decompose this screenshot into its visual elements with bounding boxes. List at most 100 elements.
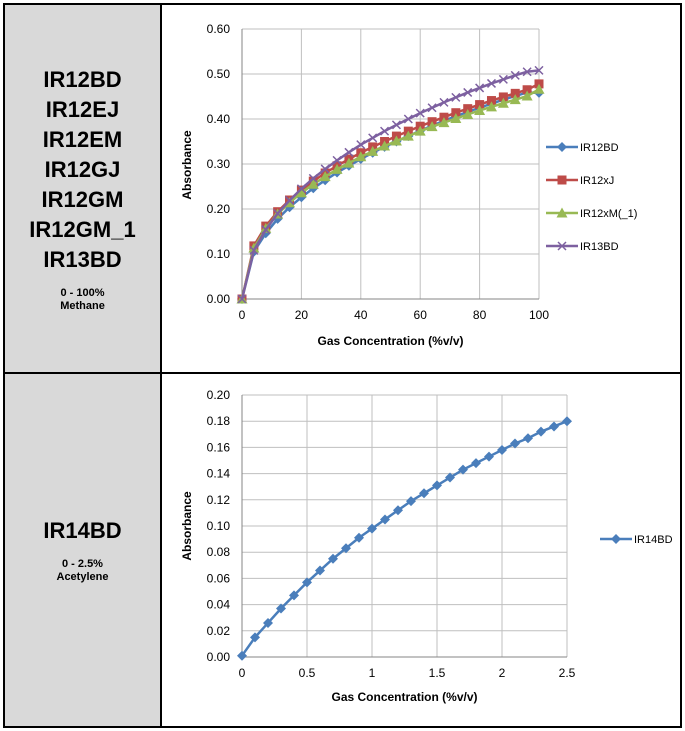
data-point [533, 83, 545, 94]
data-point [497, 97, 509, 108]
data-point [458, 464, 468, 475]
model-name: IR12GJ [44, 156, 121, 182]
data-point [439, 97, 449, 107]
x-tick-label: 0 [239, 308, 246, 322]
data-point [368, 133, 378, 143]
data-point [521, 90, 533, 101]
table-frame: IR12BD IR12EJ IR12EM IR12GJ IR12GM IR12G… [3, 3, 682, 728]
data-point [308, 173, 318, 183]
legend-label: IR12xJ [580, 175, 614, 187]
data-point [486, 96, 496, 106]
data-point [475, 83, 485, 93]
methane-model-list: IR12BD IR12EJ IR12EM IR12GJ IR12GM IR12G… [29, 65, 135, 275]
data-point [354, 532, 364, 543]
y-tick-label: 0.00 [207, 650, 231, 664]
legend-entry: IR12xM(_1) [546, 207, 637, 220]
x-tick-label: 60 [414, 308, 428, 322]
x-tick-label: 80 [473, 308, 487, 322]
data-point [355, 151, 367, 162]
legend-marker [556, 207, 568, 218]
column-divider [160, 5, 162, 726]
series-line [240, 88, 540, 300]
model-name: IR12GM_1 [29, 216, 136, 242]
data-point [250, 632, 260, 643]
y-tick-label: 0.20 [207, 388, 231, 402]
data-point [391, 120, 401, 130]
y-tick-label: 0.02 [207, 624, 231, 638]
methane-sensor-label-cell: IR12BD IR12EJ IR12EM IR12GJ IR12GM IR12G… [5, 5, 160, 372]
x-tick-label: 40 [354, 308, 368, 322]
data-point [273, 208, 283, 219]
data-point [320, 164, 330, 174]
data-point [485, 101, 497, 112]
series-line [240, 420, 568, 657]
series-ir12xm-1- [236, 83, 545, 304]
data-point [343, 157, 355, 168]
legend-marker [557, 175, 567, 185]
y-axis-title: Absorbance [180, 491, 194, 561]
legend-entry: IR12BD [546, 142, 619, 154]
data-point [419, 488, 429, 499]
data-point [284, 195, 295, 205]
y-tick-label: 0.50 [207, 67, 231, 81]
y-tick-label: 0.16 [207, 440, 231, 454]
data-point [523, 433, 533, 444]
data-point [510, 88, 520, 98]
x-axis-title: Gas Concentration (%v/v) [331, 690, 477, 704]
data-point [307, 178, 319, 189]
y-tick-label: 0.18 [207, 414, 231, 428]
y-tick-label: 0.14 [207, 467, 231, 481]
model-name: IR12EJ [45, 96, 120, 122]
x-tick-label: 20 [295, 308, 309, 322]
data-point [331, 163, 343, 174]
y-tick-label: 0.40 [207, 112, 231, 126]
gas-name: Methane [60, 299, 105, 312]
data-point [522, 85, 532, 95]
data-point [415, 108, 425, 118]
series-ir12bd [237, 87, 544, 304]
legend-entry: IR12xJ [546, 175, 614, 187]
data-point [356, 140, 366, 150]
data-point [248, 242, 260, 253]
data-point [237, 650, 247, 661]
data-point [497, 445, 507, 456]
acetylene-model-list: IR14BD [43, 516, 121, 546]
data-point [498, 92, 508, 102]
gas-name: Acetylene [56, 571, 109, 583]
data-point [380, 126, 390, 136]
data-point [249, 245, 259, 255]
acetylene-absorbance-chart: 0.00 0.02 0.04 0.06 0.08 0.10 0.12 0.14 0.16 0.18… [180, 388, 673, 704]
data-point [406, 496, 416, 507]
model-name: IR12GM [41, 186, 124, 212]
data-point [474, 104, 486, 115]
data-point [463, 104, 473, 114]
y-tick-label: 0.60 [207, 22, 231, 36]
x-tick-label: 1 [369, 666, 376, 680]
data-point [463, 87, 473, 97]
data-point [484, 451, 494, 462]
data-point [263, 617, 273, 628]
series-ir14bd [237, 416, 572, 661]
data-point [380, 514, 390, 525]
data-point [426, 121, 438, 132]
y-tick-label: 0.00 [207, 292, 231, 306]
legend-marker [557, 142, 567, 152]
gridlines [241, 28, 540, 300]
x-tick-label: 0.5 [299, 666, 316, 680]
data-point [367, 523, 377, 534]
series-ir12xj [237, 79, 544, 304]
data-point [451, 92, 461, 102]
data-point [261, 225, 271, 235]
methane-range-note: 0 - 100% Methane [60, 287, 105, 313]
y-tick-label: 0.08 [207, 545, 231, 559]
y-tick-label: 0.04 [207, 598, 231, 612]
gridlines [241, 394, 568, 658]
data-point [562, 416, 572, 427]
acetylene-sensor-label-cell: IR14BD 0 - 2.5% Acetylene [5, 374, 160, 726]
legend-label: IR14BD [634, 534, 673, 546]
data-point [276, 603, 286, 614]
range-text: 0 - 100% [60, 286, 105, 299]
row-divider [5, 372, 680, 374]
data-point [536, 426, 546, 437]
data-point [328, 553, 338, 564]
